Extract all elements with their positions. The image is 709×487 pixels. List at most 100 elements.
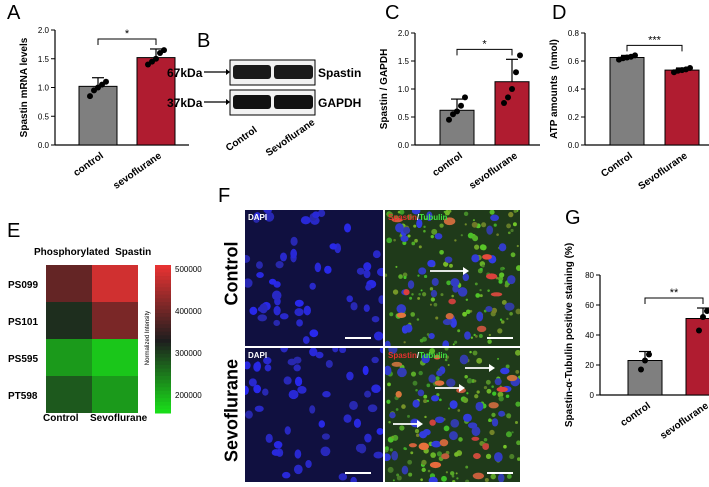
tubulin-speck: [430, 234, 434, 239]
colorbar-step: [155, 335, 171, 340]
tubulin-speck: [440, 293, 444, 297]
tubulin-speck: [515, 401, 521, 407]
tubulin-speck: [475, 335, 478, 338]
colorbar-step: [155, 324, 171, 329]
nucleus: [280, 343, 289, 353]
tubulin-speck: [399, 209, 405, 215]
nucleus: [288, 389, 299, 400]
nucleus: [302, 336, 310, 344]
tubulin-speck: [454, 239, 457, 242]
tubulin-speck: [457, 329, 461, 333]
nucleus: [372, 250, 381, 259]
nucleus: [309, 405, 316, 414]
nucleus: [363, 262, 372, 271]
tubulin-speck: [384, 446, 389, 451]
nucleus: [350, 302, 358, 311]
merge-label-tubulin: Tubulin: [419, 213, 448, 222]
y-axis-label: Spastin-α-Tubulin positive staining (%): [564, 243, 575, 427]
tubulin-speck: [457, 409, 461, 412]
colorbar-step: [155, 357, 171, 362]
data-point: [462, 94, 468, 101]
tubulin-speck: [451, 474, 455, 478]
tubulin-speck: [499, 272, 505, 278]
data-point: [638, 366, 644, 373]
nucleus: [346, 295, 353, 303]
tubulin-speck: [479, 288, 482, 292]
colorbar-step: [155, 287, 171, 292]
tubulin-speck: [417, 296, 421, 300]
tubulin-speck: [392, 289, 399, 295]
bar-control: [78, 85, 118, 146]
colorbar-step: [155, 316, 171, 321]
tubulin-speck: [485, 453, 492, 460]
colorbar-step: [155, 372, 171, 377]
nucleus: [449, 431, 458, 441]
tubulin-speck: [429, 303, 432, 306]
heatmap-cell: [92, 376, 138, 413]
tubulin-speck: [508, 211, 514, 218]
merge-label-slash: /: [416, 351, 420, 360]
nucleus: [507, 275, 516, 285]
nucleus: [312, 211, 320, 219]
tubulin-speck: [430, 452, 436, 458]
colorbar-label: Normalized Intensity: [145, 310, 151, 366]
nucleus: [463, 413, 472, 422]
tubulin-speck: [505, 364, 510, 369]
nucleus: [411, 207, 421, 215]
dapi-control-nuclei: [241, 206, 387, 344]
nucleus: [401, 465, 409, 475]
nucleus: [430, 289, 438, 298]
tubulin-speck: [423, 394, 428, 399]
colorbar-step: [155, 331, 171, 336]
significance-stars: *: [482, 38, 487, 50]
nucleus: [349, 400, 358, 410]
merge-label-spastin: Spastin: [388, 351, 417, 360]
colorbar-step: [155, 368, 171, 373]
tubulin-speck: [487, 339, 492, 344]
nucleus: [343, 223, 352, 233]
nucleus: [476, 311, 484, 322]
colorbar-step: [155, 305, 171, 310]
y-tick-label: 2.0: [38, 26, 50, 35]
nucleus: [259, 303, 268, 314]
tubulin-speck: [397, 210, 401, 214]
nucleus: [449, 400, 458, 409]
tubulin-speck: [444, 346, 449, 351]
tubulin-speck: [487, 289, 490, 292]
nucleus: [271, 449, 281, 456]
y-tick-label: 1.5: [398, 57, 410, 66]
tubulin-speck: [392, 479, 395, 482]
tubulin-speck: [497, 391, 504, 398]
merge-sevo-cells: [382, 344, 522, 485]
tubulin-speck: [506, 474, 512, 479]
nucleus: [490, 214, 500, 222]
heatmap-cell: [46, 265, 92, 302]
tubulin-speck: [473, 379, 477, 383]
tubulin-speck: [391, 435, 394, 439]
colorbar-step: [155, 294, 171, 299]
category-label: control: [431, 150, 465, 179]
colorbar-step: [155, 320, 171, 325]
row-label-sevoflurane: Sevoflurane: [221, 358, 242, 463]
nucleus: [321, 433, 330, 440]
data-point: [454, 108, 460, 115]
colorbar-tick-0: 500000: [175, 265, 202, 274]
nucleus: [290, 236, 298, 246]
tubulin-speck: [489, 209, 495, 215]
nucleus: [397, 367, 407, 378]
arrow-icon: [393, 364, 513, 474]
tubulin-speck: [479, 267, 483, 271]
tubulin-speck: [497, 328, 503, 334]
y-tick-label: 0.5: [398, 113, 410, 122]
nucleus: [256, 261, 263, 269]
nucleus: [407, 280, 415, 289]
tubulin-speck: [498, 396, 504, 402]
nucleus: [459, 354, 469, 365]
tubulin-speck: [398, 274, 403, 279]
data-point: [458, 102, 464, 109]
tubulin-speck: [449, 263, 453, 268]
nucleus: [262, 388, 269, 396]
tubulin-speck: [418, 292, 421, 296]
tubulin-speck: [451, 294, 454, 298]
tubulin-speck: [414, 429, 420, 434]
